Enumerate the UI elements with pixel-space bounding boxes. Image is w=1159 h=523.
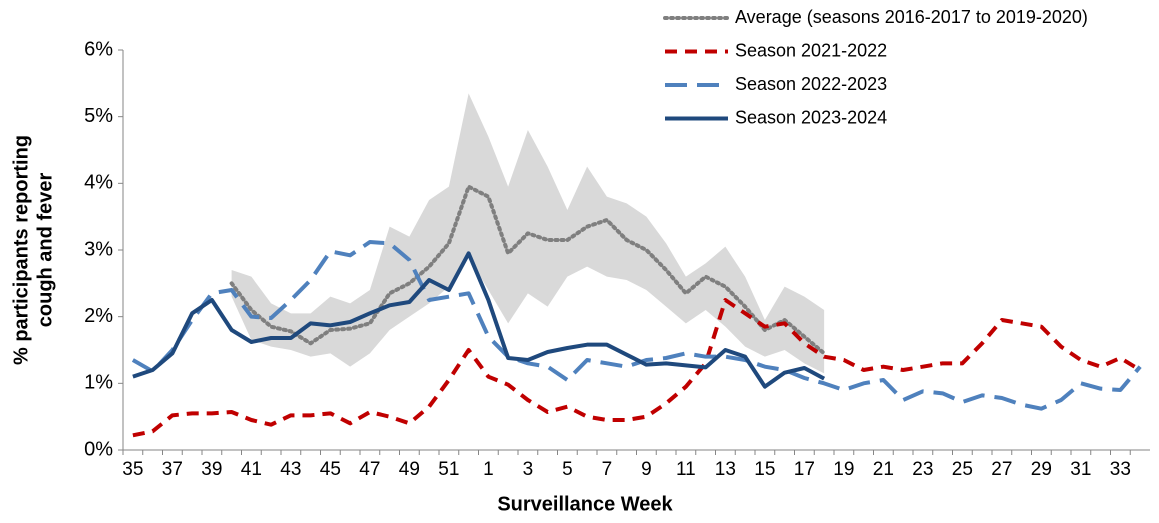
y-axis-title: % participants reporting bbox=[10, 135, 32, 365]
x-tick-label: 51 bbox=[438, 459, 459, 480]
x-tick-label: 5 bbox=[562, 459, 573, 480]
series-line bbox=[132, 251, 826, 389]
y-tick-label: 4% bbox=[84, 172, 113, 194]
x-tick-label: 3 bbox=[523, 459, 534, 480]
series-line bbox=[132, 298, 1142, 438]
y-tick-label: 2% bbox=[84, 305, 113, 327]
y-axis-title: cough and fever bbox=[34, 173, 56, 328]
x-tick-label: 31 bbox=[1070, 459, 1091, 480]
x-tick-label: 49 bbox=[399, 459, 420, 480]
y-tick-label: 6% bbox=[84, 38, 113, 60]
y-tick-label: 1% bbox=[84, 372, 113, 394]
x-tick-label: 33 bbox=[1110, 459, 1131, 480]
x-tick-label: 23 bbox=[912, 459, 933, 480]
x-tick-label: 37 bbox=[162, 459, 183, 480]
x-tick-label: 47 bbox=[359, 459, 380, 480]
x-tick-label: 1 bbox=[483, 459, 494, 480]
x-tick-label: 43 bbox=[280, 459, 301, 480]
x-tick-label: 39 bbox=[201, 459, 222, 480]
x-tick-label: 41 bbox=[241, 459, 262, 480]
series-line bbox=[131, 240, 1142, 411]
y-tick-label: 0% bbox=[84, 438, 113, 460]
legend-label: Season 2022-2023 bbox=[735, 74, 887, 94]
x-tick-label: 21 bbox=[873, 459, 894, 480]
legend-label: Average (seasons 2016-2017 to 2019-2020) bbox=[735, 7, 1088, 27]
x-tick-label: 45 bbox=[320, 459, 341, 480]
x-tick-label: 9 bbox=[641, 459, 652, 480]
legend-label: Season 2021-2022 bbox=[735, 40, 887, 60]
x-tick-label: 35 bbox=[122, 459, 143, 480]
y-tick-label: 3% bbox=[84, 238, 113, 260]
series-line bbox=[229, 184, 827, 356]
x-tick-label: 11 bbox=[676, 459, 696, 480]
x-tick-label: 29 bbox=[1031, 459, 1052, 480]
legend-label: Season 2023-2024 bbox=[735, 107, 887, 127]
y-tick-label: 5% bbox=[84, 105, 113, 127]
x-tick-label: 19 bbox=[833, 459, 854, 480]
x-axis-title: Surveillance Week bbox=[497, 493, 673, 515]
x-tick-label: 25 bbox=[952, 459, 973, 480]
x-tick-label: 27 bbox=[991, 459, 1012, 480]
x-tick-label: 17 bbox=[794, 459, 815, 480]
x-tick-label: 7 bbox=[602, 459, 613, 480]
x-tick-label: 13 bbox=[715, 459, 736, 480]
x-tick-label: 15 bbox=[754, 459, 775, 480]
